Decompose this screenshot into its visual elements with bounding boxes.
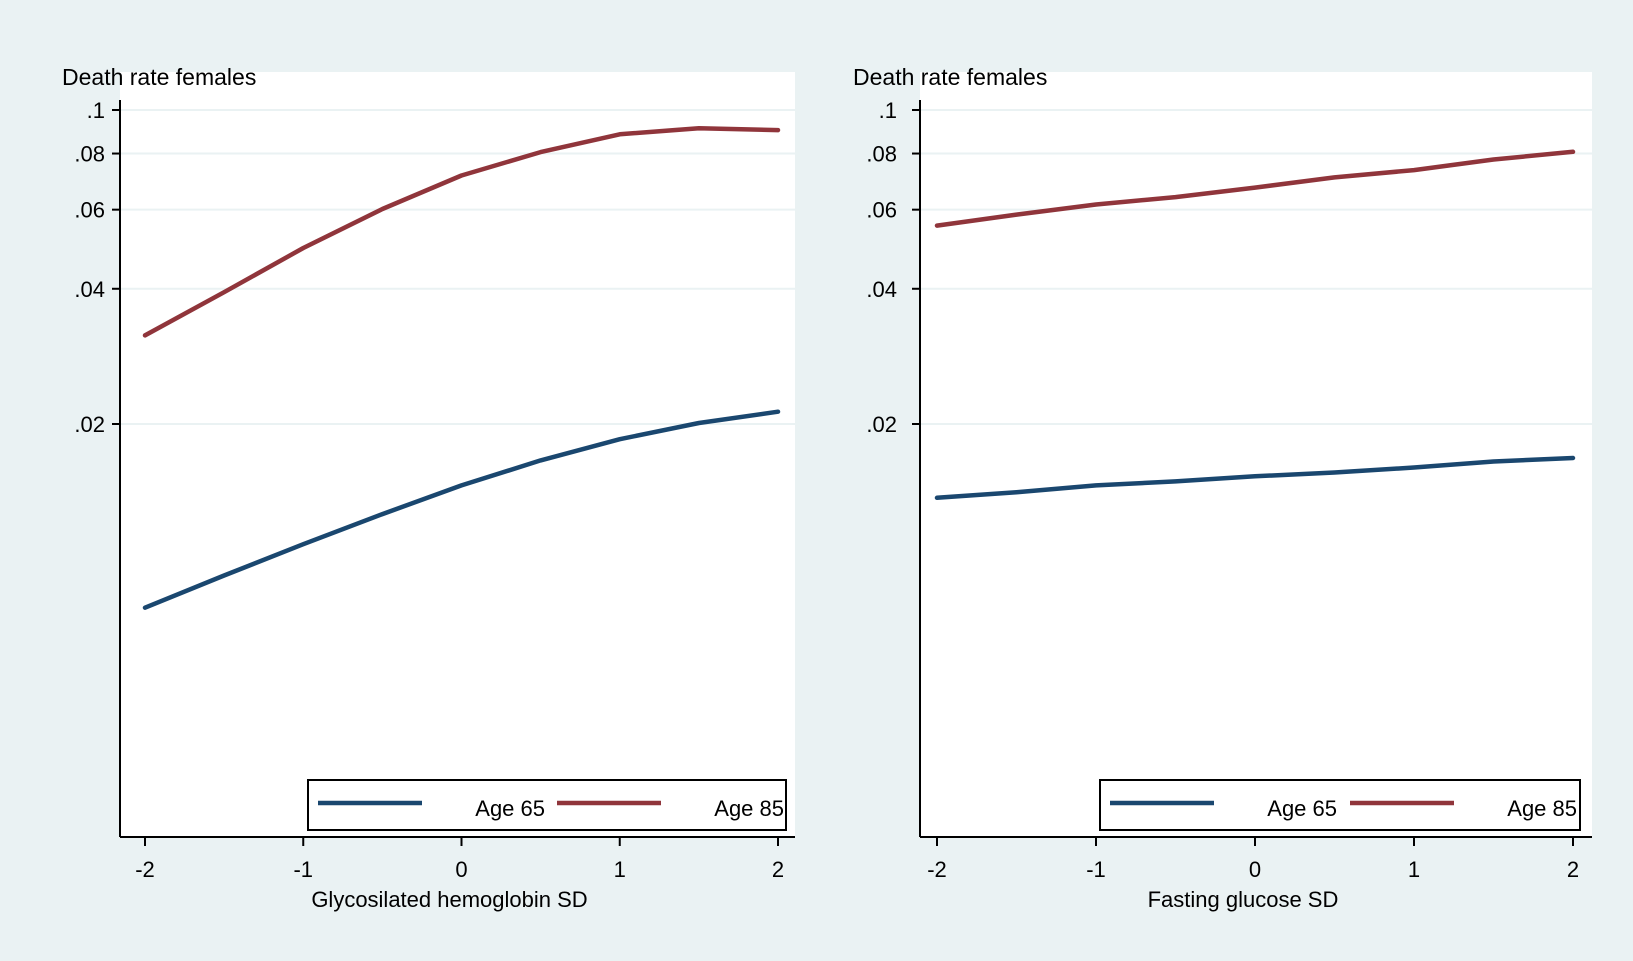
legend-label: Age 85	[1507, 796, 1577, 821]
x-tick-label: 0	[1249, 857, 1261, 882]
series-line-age-85	[934, 149, 1576, 228]
y-tick-label: .04	[74, 277, 105, 302]
legend-label: Age 65	[1267, 796, 1337, 821]
x-tick-label: 2	[1567, 857, 1579, 882]
x-tick-label: -2	[135, 857, 155, 882]
x-tick-label: 1	[1408, 857, 1420, 882]
x-axis-label: Fasting glucose SD	[1148, 887, 1339, 912]
legend: Age 65 Age 85	[1099, 779, 1581, 831]
y-tick-label: .1	[879, 98, 897, 123]
plot-area	[920, 72, 1592, 837]
chart-title: Death rate females	[62, 64, 256, 90]
y-tick-label: .02	[866, 412, 897, 437]
y-tick-label: .06	[866, 198, 897, 223]
x-tick-label: -2	[927, 857, 947, 882]
y-tick-label: .06	[74, 198, 105, 223]
y-tick-label: .1	[87, 98, 105, 123]
y-tick-label: .04	[866, 277, 897, 302]
series-line-age-65	[142, 409, 781, 610]
plot-area	[120, 72, 795, 837]
x-axis-label: Glycosilated hemoglobin SD	[311, 887, 587, 912]
series-line-age-85	[142, 125, 781, 338]
x-tick-label: 2	[772, 857, 784, 882]
y-tick-label: .08	[74, 142, 105, 167]
x-tick-label: 0	[455, 857, 467, 882]
legend-label: Age 65	[475, 796, 545, 821]
x-tick-label: 1	[614, 857, 626, 882]
x-tick-label: -1	[293, 857, 313, 882]
panel-left: .02 .04 .06 .08 .1 -2 -1 0 1 2 Death rate females G…	[62, 64, 795, 912]
chart-title: Death rate females	[853, 64, 1047, 90]
legend: Age 65 Age 85	[307, 779, 787, 831]
legend-label: Age 85	[714, 796, 784, 821]
y-tick-label: .08	[866, 142, 897, 167]
y-tick-label: .02	[74, 412, 105, 437]
series-line-age-65	[934, 455, 1576, 501]
panel-right: .02 .04 .06 .08 .1 -2 -1 0 1 2 Death rate females F…	[853, 64, 1592, 912]
x-tick-label: -1	[1086, 857, 1106, 882]
